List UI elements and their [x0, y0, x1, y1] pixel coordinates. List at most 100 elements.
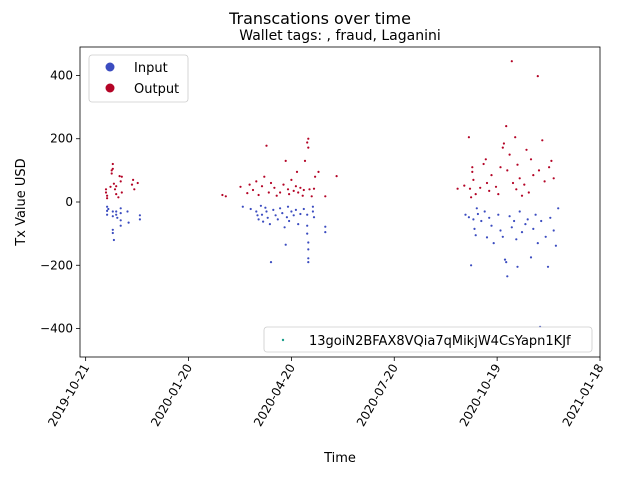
chart-subtitle: Wallet tags: , fraud, Laganini — [239, 28, 440, 44]
input-point — [256, 214, 259, 217]
legend: Input Output — [88, 54, 189, 103]
output-point — [314, 175, 317, 178]
input-point — [111, 231, 114, 235]
y-tick-label: 0 — [65, 195, 73, 209]
x-tick-label: 2020-10-19 — [457, 362, 504, 429]
output-point — [104, 188, 108, 191]
output-point — [255, 180, 258, 183]
input-point — [311, 205, 314, 208]
output-point — [113, 188, 117, 191]
input-point — [269, 261, 273, 264]
output-point — [111, 167, 114, 170]
input-point — [119, 212, 122, 215]
input-point — [510, 226, 513, 229]
input-point — [503, 258, 507, 261]
output-point — [307, 137, 310, 140]
output-point — [536, 75, 539, 78]
input-point — [516, 265, 519, 268]
input-point — [111, 228, 114, 231]
input-point — [532, 227, 535, 230]
x-tick-label: 2021-01-18 — [560, 362, 607, 429]
output-point — [470, 196, 473, 199]
legend-input-label: Input — [134, 61, 168, 76]
input-point — [464, 213, 467, 216]
input-point — [508, 215, 511, 218]
output-point — [479, 186, 482, 189]
output-point — [474, 193, 477, 196]
output-point — [299, 186, 302, 189]
output-point — [514, 136, 517, 139]
legend-output-label: Output — [134, 82, 179, 97]
output-point — [527, 191, 530, 194]
points-layer — [104, 60, 560, 328]
output-point — [288, 193, 291, 196]
output-point — [115, 193, 118, 196]
output-point — [494, 185, 498, 188]
output-point — [104, 191, 108, 194]
output-point — [310, 195, 313, 198]
wallet-legend-label: 13goiN2BFAX8VQia7qMikjW4CsYapn1KJf — [309, 334, 571, 349]
input-point — [311, 210, 314, 213]
input-point — [476, 212, 479, 216]
input-point — [312, 216, 316, 219]
output-point — [117, 196, 120, 199]
output-point — [267, 191, 270, 194]
input-point — [302, 207, 305, 211]
output-point — [505, 125, 508, 128]
input-point — [115, 210, 118, 213]
input-point — [257, 218, 260, 221]
input-point — [299, 212, 302, 216]
input-point — [265, 210, 268, 213]
output-point — [284, 159, 287, 162]
input-point — [480, 219, 483, 223]
output-point — [543, 180, 546, 183]
input-point — [499, 229, 502, 232]
output-point — [119, 180, 122, 183]
output-point — [306, 141, 309, 144]
output-point — [265, 144, 268, 147]
input-point — [284, 243, 287, 246]
output-point — [499, 166, 502, 169]
output-point — [308, 188, 311, 191]
output-point — [317, 170, 320, 173]
output-point — [290, 178, 293, 181]
output-point — [136, 181, 139, 185]
input-point — [306, 232, 309, 235]
input-point — [513, 219, 516, 223]
input-point — [520, 231, 524, 234]
output-point — [260, 185, 264, 188]
output-point — [523, 183, 526, 186]
input-point — [306, 224, 309, 227]
input-point — [116, 216, 119, 219]
input-point — [281, 212, 284, 215]
output-point — [110, 172, 113, 175]
input-point — [501, 235, 504, 238]
input-point — [283, 226, 286, 229]
input-point — [286, 205, 290, 208]
output-point — [221, 193, 224, 197]
input-point — [119, 219, 122, 222]
output-point — [456, 187, 459, 190]
output-point — [248, 183, 251, 186]
input-point — [119, 207, 122, 210]
output-point — [472, 178, 475, 181]
y-tick-label: 400 — [50, 68, 73, 82]
input-point — [262, 220, 265, 223]
input-point — [474, 234, 477, 237]
input-point — [307, 261, 310, 264]
input-point — [288, 219, 291, 223]
output-point — [324, 195, 327, 198]
output-point — [115, 185, 118, 188]
output-point — [263, 175, 266, 178]
output-point — [120, 191, 123, 194]
output-point — [508, 153, 511, 156]
chart-title: Transcations over time — [228, 9, 411, 28]
output-point — [118, 175, 121, 178]
input-point — [272, 208, 275, 211]
output-point — [295, 170, 299, 173]
x-tick-label: 2020-04-20 — [251, 362, 298, 429]
input-point — [119, 224, 122, 227]
output-point — [297, 191, 300, 194]
input-point — [544, 235, 547, 238]
output-point — [529, 158, 533, 161]
